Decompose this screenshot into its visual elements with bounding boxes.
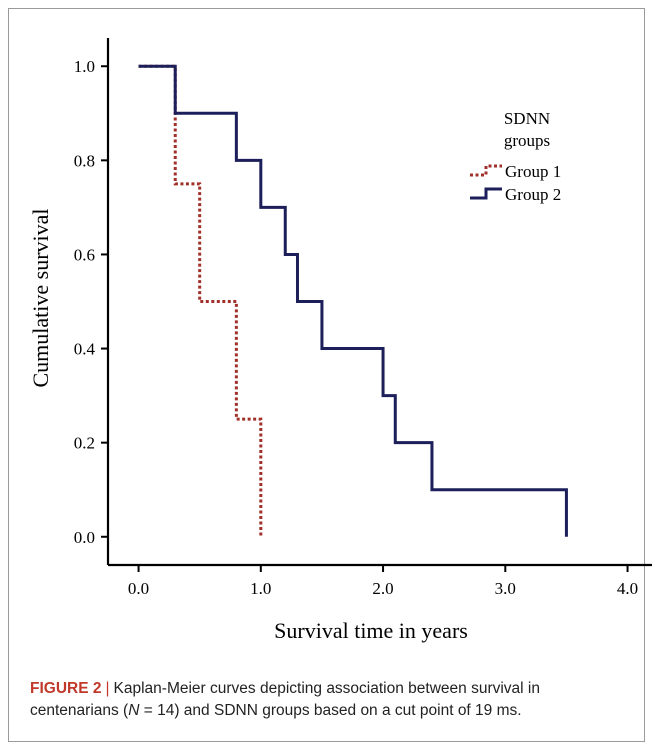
figure-caption: FIGURE 2 | Kaplan-Meier curves depicting a…	[30, 678, 620, 722]
x-axis-label: Survival time in years	[274, 618, 468, 643]
legend-swatch-2	[470, 187, 502, 200]
x-tick-label: 1.0	[250, 579, 271, 598]
y-tick-label: 0.6	[74, 245, 95, 264]
figure-frame	[8, 8, 645, 742]
series-curve-1	[138, 64, 263, 537]
legend-swatch-1	[470, 164, 502, 177]
caption-n-symbol: N	[128, 702, 140, 719]
series-curve-2	[138, 64, 568, 537]
y-tick-label: 1.0	[74, 57, 95, 76]
y-tick-label: 0.2	[74, 434, 95, 453]
legend-label-2: Group 2	[505, 185, 561, 204]
y-axis-label: Cumulative survival	[28, 208, 53, 387]
chart-axes	[106, 38, 652, 567]
y-tick-label: 0.0	[74, 528, 95, 547]
chart-legend: SDNN groups Group 1 Group 2	[470, 109, 561, 204]
legend-title-line1: SDNN	[504, 109, 550, 128]
x-tick-label: 3.0	[495, 579, 516, 598]
x-tick-label: 2.0	[372, 579, 393, 598]
chart-ticks: 0.0 0.2 0.4 0.6 0.8 1.0 0.0 1.0 2.0 3.0 4.0	[74, 57, 638, 598]
y-tick-label: 0.8	[74, 151, 95, 170]
x-tick-label: 0.0	[128, 579, 149, 598]
y-tick-label: 0.4	[74, 340, 96, 359]
legend-title-line2: groups	[504, 131, 550, 150]
caption-text-start: Kaplan-Meier curves depicting associatio…	[30, 680, 540, 719]
x-tick-label: 4.0	[617, 579, 638, 598]
legend-label-1: Group 1	[505, 162, 561, 181]
caption-text-end: = 14) and SDNN groups based on a cut poi…	[139, 702, 522, 719]
caption-separator: |	[105, 680, 110, 697]
chart-curves	[138, 64, 568, 537]
caption-label: FIGURE 2	[30, 680, 102, 697]
